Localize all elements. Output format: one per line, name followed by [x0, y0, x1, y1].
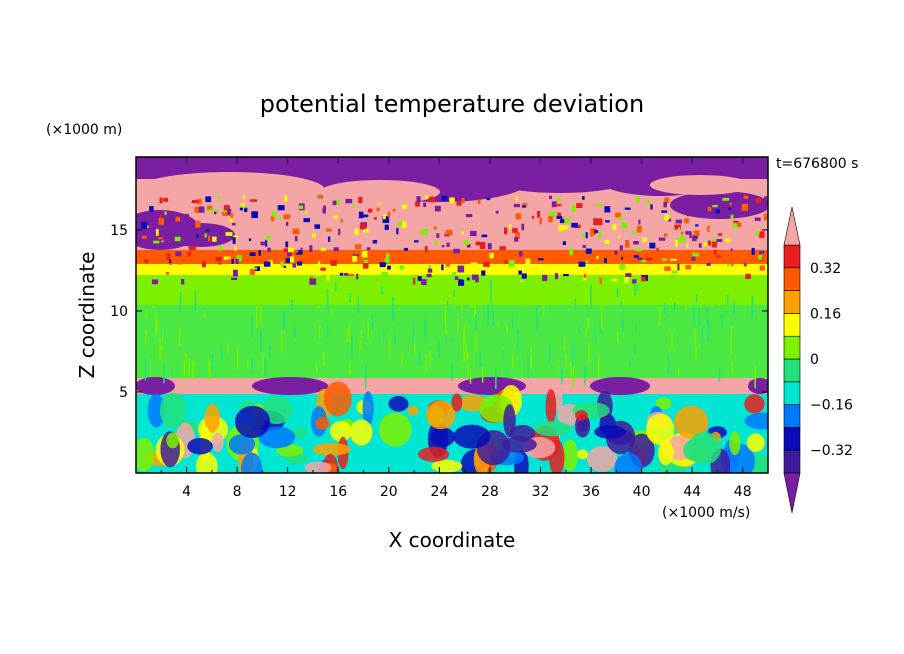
x-tick-label: 40: [633, 484, 651, 500]
y-unit-label: (×1000 m): [46, 122, 122, 138]
x-tick-label: 16: [329, 484, 347, 500]
colorbar-label: −0.16: [810, 398, 853, 414]
colorbar-box: [784, 405, 800, 428]
colorbar-box: [784, 382, 800, 405]
colorbar-box: [784, 427, 800, 450]
colorbar-upper-arrow: [784, 207, 800, 245]
x-tick-label: 20: [380, 484, 398, 500]
colorbar-label: 0: [810, 352, 819, 368]
colorbar: 0.32 0.16 0 −0.16 −0.32: [784, 207, 853, 513]
colorbar-label: −0.32: [810, 443, 853, 459]
x-tick-label: 36: [582, 484, 600, 500]
y-tick-label: 15: [110, 223, 128, 239]
colorbar-label: 0.16: [810, 306, 841, 322]
colorbar-box: [784, 245, 800, 268]
x-tick-label: 8: [233, 484, 242, 500]
x-tick-label: 48: [734, 484, 752, 500]
x-axis-label: X coordinate: [389, 528, 516, 552]
x-tick-label: 28: [481, 484, 499, 500]
colorbar-box: [784, 291, 800, 314]
y-axis-label: Z coordinate: [75, 252, 99, 379]
x-tick-label: 32: [532, 484, 550, 500]
x-tick-label: 24: [430, 484, 448, 500]
x-tick-label: 12: [279, 484, 297, 500]
y-tick-label: 5: [119, 385, 128, 401]
colorbar-box: [784, 359, 800, 382]
colorbar-box: [784, 268, 800, 291]
colorbar-box: [784, 450, 800, 473]
x-tick-label: 4: [182, 484, 191, 500]
colorbar-lower-arrow: [784, 473, 800, 513]
y-tick-label: 10: [110, 304, 128, 320]
heatmap-field: [120, 157, 779, 484]
x-tick-label: 44: [683, 484, 701, 500]
time-label: t=676800 s: [776, 156, 858, 172]
x-unit-label: (×1000 m/s): [662, 505, 750, 521]
colorbar-box: [784, 336, 800, 359]
colorbar-label: 0.32: [810, 261, 841, 277]
chart-title: potential temperature deviation: [260, 90, 644, 118]
colorbar-box: [784, 313, 800, 336]
